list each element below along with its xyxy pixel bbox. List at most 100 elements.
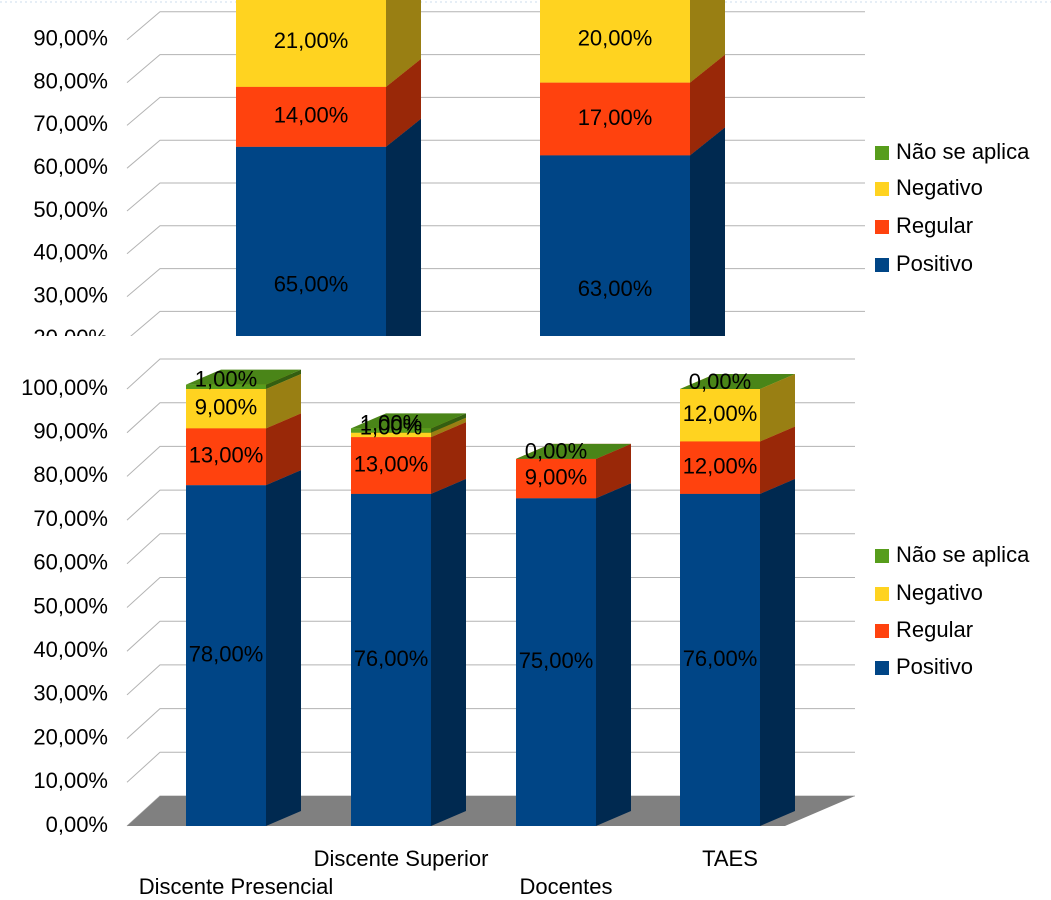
legend-label: Não se aplica (896, 139, 1030, 164)
chart-top: 20,00% 30,00% 40,00% 50,00% 60,00% 70,00% 80,0… (33, 0, 1030, 336)
value-label: 78,00% (189, 641, 264, 666)
grid-line (126, 358, 855, 390)
bar-side (690, 0, 725, 83)
bar (186, 428, 266, 486)
bar (540, 0, 690, 83)
legend-swatch (875, 624, 889, 638)
legend-swatch (875, 258, 889, 272)
bar-side (386, 58, 421, 147)
y-tick-label: 60,00% (33, 550, 108, 575)
legend-label: Negativo (896, 175, 983, 200)
bar-side (760, 426, 795, 494)
x-tick-label: Discente Presencial (139, 874, 333, 899)
bar-side (386, 0, 421, 87)
bar-side (266, 413, 301, 486)
y-tick-label: 90,00% (33, 419, 108, 444)
bar-side (266, 470, 301, 826)
bar-side (760, 478, 795, 826)
value-label: 0,00% (689, 369, 751, 394)
bar (186, 384, 266, 389)
bar (236, 86, 386, 147)
y-tick-label: 60,00% (33, 154, 108, 179)
value-label: 9,00% (195, 394, 257, 419)
x-tick-label: Docentes (520, 874, 613, 899)
bar (351, 432, 431, 438)
value-label: 13,00% (189, 443, 264, 468)
y-tick-label: 20,00% (33, 724, 108, 749)
bar (351, 493, 431, 826)
bar-side (266, 374, 301, 429)
legend-label: Positivo (896, 654, 973, 679)
legend-label: Regular (896, 617, 973, 642)
y-tick-label: 40,00% (33, 637, 108, 662)
value-label: 13,00% (354, 451, 429, 476)
floor (127, 796, 855, 826)
value-label: 76,00% (683, 646, 758, 671)
legend-swatch (875, 146, 889, 160)
bar-side (596, 483, 631, 826)
value-label: 12,00% (683, 401, 758, 426)
bar (540, 155, 690, 336)
y-tick-label: 100,00% (21, 375, 108, 400)
value-label: 9,00% (525, 464, 587, 489)
legend-swatch (875, 549, 889, 563)
legend-swatch (875, 587, 889, 601)
bar-side (596, 443, 631, 499)
value-label: 17,00% (578, 105, 653, 130)
legend-swatch (875, 661, 889, 675)
y-tick-label: 0,00% (46, 812, 108, 837)
y-tick-label: 50,00% (33, 593, 108, 618)
x-tick-label: TAES (702, 846, 758, 871)
bar (186, 389, 266, 429)
bar (680, 389, 760, 442)
bar-side (760, 374, 795, 442)
legend-label: Não se aplica (896, 542, 1030, 567)
bar-top (186, 369, 301, 385)
bar-top (351, 413, 466, 429)
bar (351, 437, 431, 494)
value-label: 63,00% (578, 276, 653, 301)
legend-label: Positivo (896, 251, 973, 276)
y-tick-label: 80,00% (33, 462, 108, 487)
bar (680, 441, 760, 494)
value-label: 65,00% (274, 272, 349, 297)
y-tick-label: 10,00% (33, 768, 108, 793)
y-tick-label: 70,00% (33, 506, 108, 531)
bar (236, 146, 386, 336)
bar-side (266, 369, 301, 389)
bar-side (431, 417, 466, 438)
y-tick-label: 30,00% (33, 681, 108, 706)
chart-bottom: 0,00% 10,00% 20,00% 30,00% 40,00% 50,00% 60,00… (21, 358, 1030, 899)
bar (186, 485, 266, 826)
bar-side (431, 478, 466, 826)
x-tick-label: Discente Superior (314, 846, 489, 871)
value-label: 14,00% (274, 103, 349, 128)
bar (516, 458, 596, 499)
legend-label: Regular (896, 213, 973, 238)
bar-side (690, 127, 725, 336)
legend-label: Negativo (896, 580, 983, 605)
value-label: 1,00% (195, 367, 257, 392)
value-label: 75,00% (519, 648, 594, 673)
bar-side (386, 118, 421, 336)
y-tick-label: 80,00% (33, 68, 108, 93)
value-label: 76,00% (354, 646, 429, 671)
bar-side (431, 413, 466, 433)
y-tick-label: 50,00% (33, 197, 108, 222)
grid-line (126, 402, 855, 434)
bar-side (690, 54, 725, 156)
bar (540, 82, 690, 156)
y-tick-label: 90,00% (33, 26, 108, 51)
bar-top (680, 374, 795, 389)
y-tick-label: 40,00% (33, 240, 108, 265)
bar (516, 498, 596, 826)
legend-swatch (875, 182, 889, 196)
bar (680, 493, 760, 826)
legend-swatch (875, 220, 889, 234)
value-label: 0,00% (525, 439, 587, 464)
value-label: 12,00% (683, 453, 758, 478)
value-label: 1,00% (360, 415, 422, 440)
bar (236, 0, 386, 87)
y-tick-label: 30,00% (33, 282, 108, 307)
